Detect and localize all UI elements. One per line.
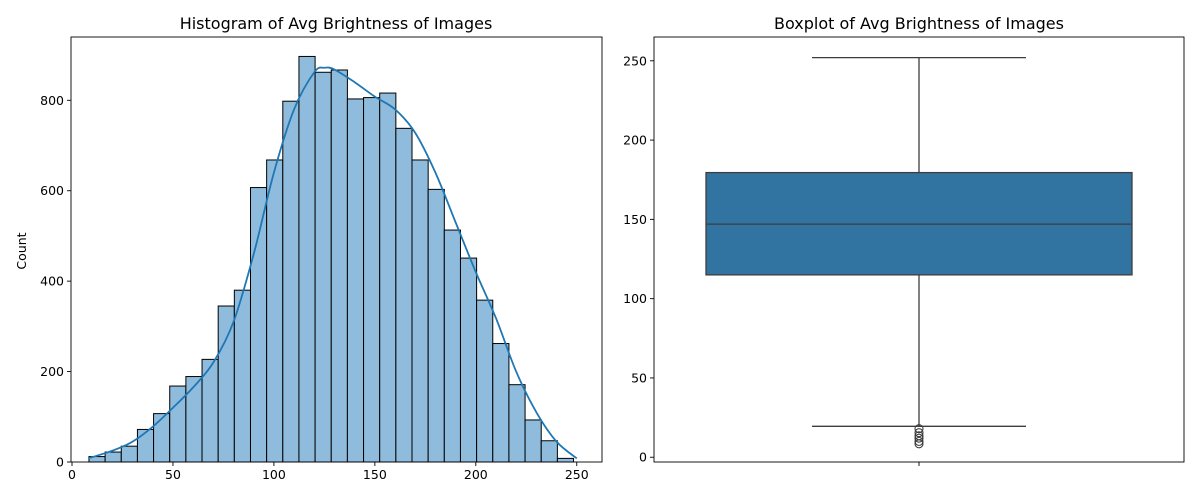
histogram-y-tick-label: 0	[56, 455, 64, 470]
boxplot-y-tick-label: 50	[631, 370, 647, 385]
boxplot-outlier	[914, 424, 924, 434]
histogram-bar	[540, 440, 558, 463]
histogram-chart: Histogram of Avg Brightness of Images Co…	[14, 14, 603, 482]
histogram-x-tick-label: 150	[363, 467, 387, 482]
histogram-x-tick-label: 50	[165, 467, 181, 482]
histogram-bar	[508, 384, 526, 463]
boxplot-title: Boxplot of Avg Brightness of Images	[774, 14, 1064, 33]
boxplot-y-tick-label: 100	[623, 291, 647, 306]
histogram-bar	[427, 188, 445, 463]
histogram-bar	[411, 159, 429, 463]
boxplot-chart: Boxplot of Avg Brightness of Images 0 50 1…	[623, 14, 1185, 466]
boxplot-outlier	[914, 436, 924, 446]
histogram-title: Histogram of Avg Brightness of Images	[180, 14, 493, 33]
histogram-y-tick-label: 600	[40, 183, 64, 198]
histogram-bar	[556, 457, 575, 463]
histogram-axes-frame	[70, 36, 603, 463]
histogram-bar	[120, 445, 138, 463]
histogram-bar	[217, 305, 235, 463]
histogram-bars	[88, 55, 575, 463]
boxplot-elements	[705, 56, 1133, 449]
histogram-bar	[185, 376, 203, 463]
histogram-bar	[136, 428, 155, 463]
boxplot-y-tick-label: 200	[623, 133, 647, 148]
histogram-y-tick-label: 800	[40, 93, 64, 108]
boxplot-y-tick-label: 150	[623, 212, 647, 227]
histogram-bar	[363, 97, 381, 463]
boxplot-outlier	[914, 433, 924, 443]
histogram-x-tick-label: 100	[262, 467, 286, 482]
histogram-bar	[153, 413, 171, 463]
histogram-bar	[492, 343, 510, 463]
boxplot-ticks: 0 50 100 150 200 250	[623, 53, 920, 466]
histogram-bar	[266, 159, 284, 463]
histogram-bar	[314, 71, 332, 463]
histogram-y-tick-label: 200	[40, 364, 64, 379]
histogram-x-tick-label: 250	[565, 467, 589, 482]
histogram-x-tick-label: 0	[68, 467, 76, 482]
boxplot-axes-frame	[653, 36, 1185, 463]
histogram-x-tick-label: 200	[464, 467, 488, 482]
histogram-bar	[524, 419, 542, 463]
histogram-bar	[443, 229, 461, 463]
boxplot-outlier	[914, 428, 924, 438]
histogram-kde-line	[87, 66, 578, 460]
histogram-bar	[298, 55, 316, 463]
histogram-bar	[249, 187, 268, 463]
boxplot-y-tick-label: 250	[623, 53, 647, 68]
histogram-bar	[459, 257, 478, 463]
histogram-y-axis-label: Count	[14, 232, 29, 269]
boxplot-outlier	[914, 439, 924, 449]
histogram-y-tick-label: 400	[40, 274, 64, 289]
histogram-ticks: 0 50 100 150 200 250 0 200 400 600 800	[40, 93, 589, 482]
histogram-bar	[395, 127, 413, 463]
boxplot-y-tick-label: 0	[639, 450, 647, 465]
histogram-bar	[330, 69, 348, 463]
histogram-bar	[233, 289, 251, 463]
histogram-bar	[282, 100, 300, 463]
histogram-bar	[379, 92, 397, 463]
histogram-bar	[104, 451, 122, 463]
histogram-bar	[346, 98, 365, 463]
histogram-bar	[476, 299, 494, 463]
